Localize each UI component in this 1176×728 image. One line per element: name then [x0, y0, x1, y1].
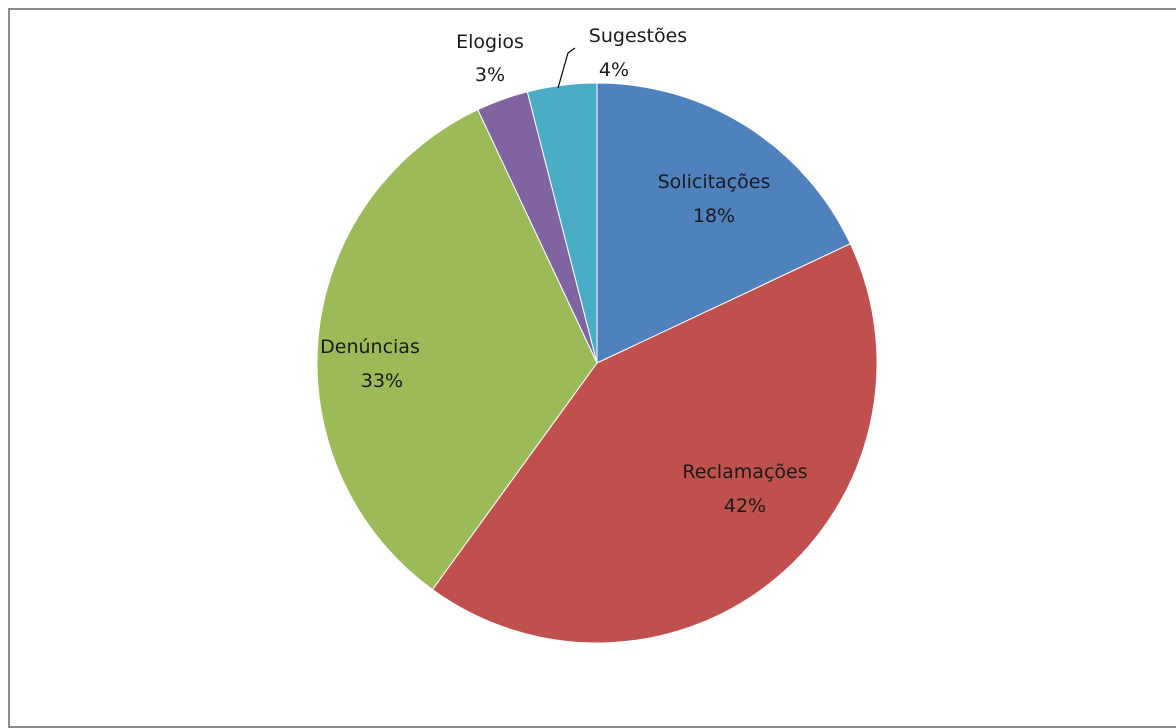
data-label-elogios-category: Elogios: [456, 31, 524, 53]
data-label-solicitacoes-category: Solicitações: [658, 171, 771, 193]
data-label-reclamacoes-category: Reclamações: [682, 461, 807, 483]
data-label-denuncias-percent: 33%: [361, 370, 403, 392]
pie-slices: [316, 82, 878, 644]
data-label-solicitacoes-percent: 18%: [693, 205, 735, 227]
data-label-elogios-percent: 3%: [475, 64, 505, 86]
pie-slice-sugestoes: [526, 82, 598, 364]
data-label-sugestoes-percent: 4%: [599, 59, 629, 81]
data-label-denuncias-category: Denúncias: [320, 336, 420, 358]
pie-slice-denuncias: [316, 108, 598, 591]
pie-slice-reclamacoes: [431, 243, 878, 644]
data-label-reclamacoes-percent: 42%: [724, 495, 766, 517]
data-label-sugestoes-category: Sugestões: [589, 25, 687, 47]
pie-slice-solicitacoes: [596, 82, 852, 364]
pie-chart: Solicitações 18% Reclamações 42% Denúncias 33…: [316, 25, 878, 644]
leader-line: [557, 47, 576, 89]
